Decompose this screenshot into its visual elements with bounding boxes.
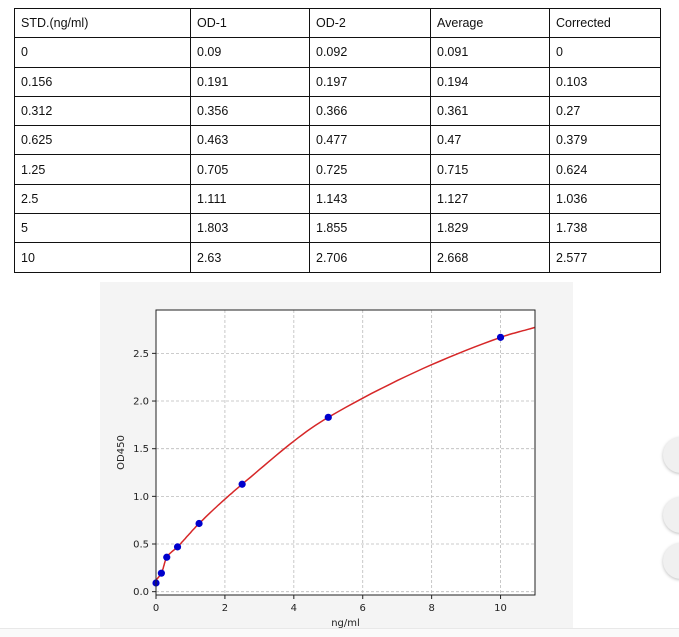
table-cell: 0.092 <box>309 37 431 68</box>
data-point <box>163 553 171 561</box>
table-cell: 0.103 <box>549 66 661 97</box>
table-row: 10 2.63 2.706 2.668 2.577 <box>14 242 661 273</box>
column-header: STD.(ng/ml) <box>14 7 191 39</box>
x-tick-label: 0 <box>153 603 159 614</box>
table-cell: 2.706 <box>309 242 431 273</box>
data-point <box>157 569 165 577</box>
y-tick-label: 2.0 <box>133 397 149 408</box>
plot-area <box>156 310 535 595</box>
data-point <box>173 543 182 551</box>
table-cell: 1.738 <box>549 213 661 244</box>
y-tick-label: 0.0 <box>133 587 149 598</box>
x-tick-label: 6 <box>360 603 366 614</box>
zoom-in-button[interactable] <box>663 437 679 473</box>
x-tick-label: 4 <box>291 603 297 614</box>
table-cell: 0 <box>549 37 661 68</box>
data-point <box>195 519 203 528</box>
data-point <box>496 333 505 341</box>
table-cell: 2.668 <box>430 242 550 273</box>
table-cell: 0.312 <box>14 95 191 127</box>
plot-frame <box>155 309 536 596</box>
table-cell: 0.361 <box>430 95 550 127</box>
table-cell: 1.143 <box>309 183 431 215</box>
table-cell: 0.463 <box>190 125 310 156</box>
table-cell: 1.111 <box>190 183 310 215</box>
x-axis-label: ng/ml <box>331 618 360 628</box>
table-cell: 2.63 <box>190 242 310 273</box>
y-tick-label: 2.5 <box>133 349 149 360</box>
table-row: 2.5 1.111 1.143 1.127 1.036 <box>14 183 661 215</box>
zoom-out-button[interactable] <box>663 497 679 533</box>
table-cell: 0.47 <box>430 125 550 156</box>
table-cell: 0.197 <box>309 66 431 97</box>
table-cell: 1.829 <box>430 213 550 244</box>
y-tick-label: 1.5 <box>133 444 149 455</box>
column-header: Corrected <box>549 7 661 39</box>
table-row: 1.25 0.705 0.725 0.715 0.624 <box>14 154 661 185</box>
table-cell: 2.577 <box>549 242 661 273</box>
table-cell: 0.715 <box>430 154 550 185</box>
standard-table: STD.(ng/ml) OD-1 OD-2 Average Corrected 0 0.09… <box>14 7 661 273</box>
table-row: 0.625 0.463 0.477 0.47 0.379 <box>14 125 661 156</box>
table-cell: 0.356 <box>190 95 310 127</box>
column-header: OD-1 <box>190 7 310 39</box>
tool-button[interactable] <box>663 543 679 579</box>
table-header-row: STD.(ng/ml) OD-1 OD-2 Average Corrected <box>14 7 661 39</box>
table-row: 0.156 0.191 0.197 0.194 0.103 <box>14 66 661 97</box>
table-cell: 0.725 <box>309 154 431 185</box>
table-cell: 0.477 <box>309 125 431 156</box>
y-axis-label: OD450 <box>116 435 127 470</box>
x-tick-label: 10 <box>494 603 507 614</box>
table-cell: 2.5 <box>14 183 191 215</box>
table-cell: 10 <box>14 242 191 273</box>
table-row: 0 0.09 0.092 0.091 0 <box>14 37 661 68</box>
y-tick-label: 1.0 <box>133 492 149 503</box>
table-cell: 1.036 <box>549 183 661 215</box>
table-cell: 0.194 <box>430 66 550 97</box>
table-cell: 0.366 <box>309 95 431 127</box>
table-cell: 0.091 <box>430 37 550 68</box>
table-cell: 1.855 <box>309 213 431 244</box>
table-cell: 0.625 <box>14 125 191 156</box>
bottom-toolbar <box>0 628 679 637</box>
table-cell: 1.803 <box>190 213 310 244</box>
table-row: 5 1.803 1.855 1.829 1.738 <box>14 213 661 244</box>
x-tick-label: 8 <box>428 603 434 614</box>
table-cell: 1.127 <box>430 183 550 215</box>
table-cell: 0.379 <box>549 125 661 156</box>
table-cell: 0.191 <box>190 66 310 97</box>
table-cell: 0.09 <box>190 37 310 68</box>
x-tick-label: 2 <box>222 603 228 614</box>
data-point <box>238 480 246 488</box>
table-cell: 0.624 <box>549 154 661 185</box>
table-cell: 0 <box>14 37 191 68</box>
table-cell: 0.27 <box>549 95 661 127</box>
data-point <box>324 413 332 421</box>
table-cell: 0.705 <box>190 154 310 185</box>
standard-curve-figure: 0 2 4 6 8 10 0.0 0.5 1.0 1.5 2.0 2.5 ng/ml OD450 <box>100 282 573 629</box>
table-cell: 5 <box>14 213 191 244</box>
column-header: Average <box>430 7 550 39</box>
column-header: OD-2 <box>309 7 431 39</box>
standard-curve-chart: 0 2 4 6 8 10 0.0 0.5 1.0 1.5 2.0 2.5 ng/ml OD450 <box>116 309 536 629</box>
table-cell: 0.156 <box>14 66 191 97</box>
table-cell: 1.25 <box>14 154 191 185</box>
y-tick-label: 0.5 <box>133 540 149 551</box>
table-row: 0.312 0.356 0.366 0.361 0.27 <box>14 95 661 127</box>
